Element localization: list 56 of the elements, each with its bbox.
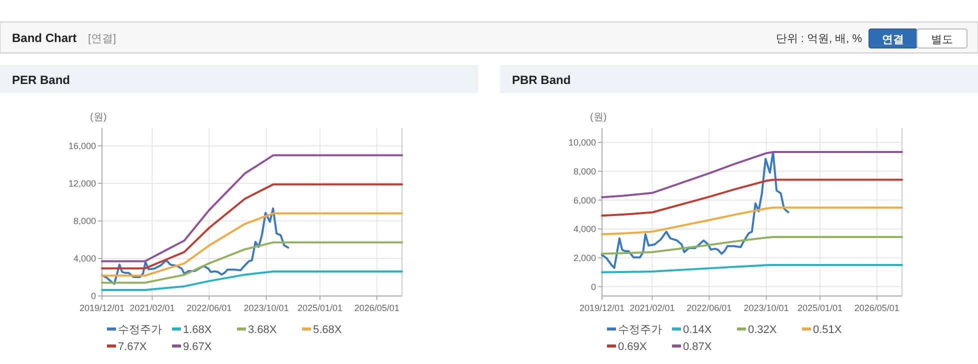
y-tick-label: 4,000	[73, 254, 96, 264]
legend-label: 1.68X	[183, 324, 212, 336]
x-tick-label: 2019/12/01	[579, 303, 625, 313]
y-tick-label: 12,000	[68, 178, 96, 189]
x-tick-label: 2025/01/01	[797, 303, 843, 313]
text: 연결	[882, 34, 904, 46]
x-tick-label: 2023/10/01	[744, 303, 789, 313]
line-series	[601, 151, 790, 269]
legend-label: 3.68X	[248, 324, 278, 336]
line-series	[601, 236, 903, 255]
y-tick-label: 0	[590, 282, 596, 292]
legend-label: 0.87X	[683, 340, 712, 353]
chart-title: PER Band	[12, 73, 70, 87]
text: Band Chart	[12, 31, 77, 45]
line-series	[101, 241, 403, 284]
x-tick-label: 2022/06/01	[186, 303, 232, 313]
text: 단위 : 억원, 배, %	[776, 33, 862, 45]
x-tick-label: 2021/02/01	[630, 303, 675, 313]
x-tick-label: 2026/05/01	[354, 303, 400, 313]
legend-label: 0.69X	[618, 340, 648, 353]
line-series	[101, 207, 290, 285]
line-series	[601, 264, 903, 274]
text: [연결]	[88, 33, 116, 45]
x-tick-label: 2026/05/01	[854, 303, 900, 313]
line-series	[101, 270, 403, 291]
y-tick-label: 8,000	[73, 216, 96, 226]
y-axis-title: (원)	[590, 112, 607, 123]
legend-label: 5.68X	[313, 324, 342, 336]
y-tick-label: 0	[90, 291, 96, 302]
x-tick-label: 2019/12/01	[79, 303, 125, 313]
y-tick-label: 8,000	[573, 166, 596, 176]
legend-label: 0.14X	[683, 324, 712, 336]
x-tick-label: 2021/02/01	[130, 303, 175, 313]
y-tick-label: 2,000	[573, 252, 596, 263]
text: 별도	[931, 34, 953, 46]
y-tick-label: 4,000	[573, 224, 596, 234]
legend-label: 수정주가	[118, 324, 162, 336]
x-tick-label: 2025/01/01	[297, 303, 343, 313]
legend-label: 0.51X	[813, 324, 842, 336]
legend-label: 수정주가	[618, 324, 662, 336]
legend-label: 7.67X	[118, 340, 148, 353]
y-tick-label: 10,000	[568, 138, 596, 148]
legend-label: 0.32X	[748, 324, 778, 336]
y-tick-label: 16,000	[68, 140, 96, 151]
x-tick-label: 2022/06/01	[686, 303, 732, 313]
line-series	[101, 212, 403, 277]
line-series	[601, 150, 903, 198]
line-series	[101, 183, 403, 270]
line-series	[101, 154, 403, 262]
legend-label: 9.67X	[183, 340, 212, 353]
y-tick-label: 6,000	[573, 195, 596, 206]
x-tick-label: 2023/10/01	[244, 303, 289, 313]
line-series	[601, 178, 903, 217]
chart-title: PBR Band	[512, 73, 571, 87]
y-axis-title: (원)	[90, 112, 107, 123]
line-series	[601, 206, 903, 236]
